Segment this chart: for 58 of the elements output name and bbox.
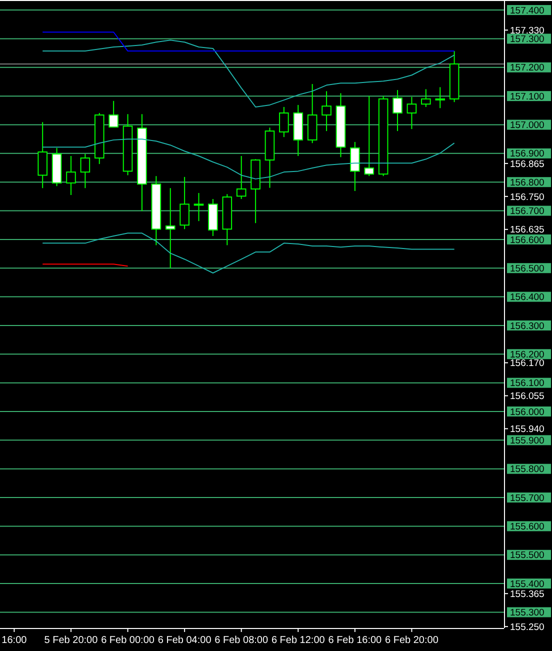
ref-line-label: 156.800 bbox=[510, 177, 544, 188]
ref-line-label: 157.100 bbox=[510, 91, 544, 102]
ref-line-label: 155.600 bbox=[510, 522, 544, 533]
ref-line-label: 155.800 bbox=[510, 464, 544, 476]
candlestick bbox=[66, 155, 76, 196]
line-series bbox=[42, 138, 455, 180]
x-tick-label: 6 Feb 12:00 bbox=[271, 635, 326, 646]
x-tick-label: 6 Feb 20:00 bbox=[385, 635, 439, 646]
x-tick-label: 6 Feb 04:00 bbox=[158, 635, 212, 646]
y-tick-label: 155.940 bbox=[510, 424, 544, 436]
ref-line-label: 157.400 bbox=[510, 5, 544, 16]
candlestick bbox=[194, 192, 204, 222]
candlestick bbox=[435, 86, 446, 109]
y-tick-label: 156.865 bbox=[510, 158, 544, 170]
candlestick bbox=[80, 153, 90, 189]
y-tick-label: 155.365 bbox=[510, 588, 544, 600]
ref-line-label: 156.400 bbox=[510, 292, 544, 304]
x-tick-label: 6 Feb 16:00 bbox=[328, 635, 382, 646]
candlestick bbox=[350, 141, 360, 192]
candlestick bbox=[279, 106, 289, 138]
ref-line-label: 156.900 bbox=[510, 148, 544, 160]
candlestick bbox=[165, 188, 176, 269]
x-tick-label: 6 Feb 00:00 bbox=[101, 635, 155, 646]
x-tick-label: 6 Feb 08:00 bbox=[214, 635, 268, 646]
ref-line-label: 155.500 bbox=[510, 550, 544, 562]
candlestick bbox=[180, 176, 190, 230]
ref-line-label: 155.700 bbox=[510, 492, 544, 504]
y-tick-label: 156.635 bbox=[510, 224, 544, 236]
ref-line-label: 156.500 bbox=[510, 263, 544, 274]
y-tick-label: 156.750 bbox=[510, 192, 544, 203]
candlestick bbox=[364, 96, 374, 177]
ref-line-label: 156.300 bbox=[510, 320, 544, 332]
ref-line-label: 157.200 bbox=[510, 62, 544, 74]
candlestick bbox=[236, 155, 246, 200]
candlestick bbox=[392, 90, 402, 132]
ref-line-label: 155.300 bbox=[510, 608, 544, 619]
ref-line-label: 155.400 bbox=[510, 578, 544, 590]
y-tick-label: 156.170 bbox=[510, 358, 544, 370]
candlestick bbox=[421, 88, 431, 108]
candlestick bbox=[38, 122, 48, 189]
y-tick-label: 156.055 bbox=[510, 391, 544, 402]
ref-line-label: 156.700 bbox=[510, 206, 544, 218]
x-tick-label: 16:00 bbox=[2, 635, 28, 646]
candlestick bbox=[406, 96, 417, 130]
ref-line-label: 155.900 bbox=[510, 436, 544, 446]
x-tick-label: 5 Feb 20:00 bbox=[44, 635, 98, 646]
ref-line-label: 156.200 bbox=[510, 349, 544, 360]
ref-line-label: 156.100 bbox=[510, 378, 544, 390]
ref-line-label: 157.000 bbox=[510, 120, 544, 132]
y-tick-label: 157.330 bbox=[510, 25, 544, 36]
ref-line-label: 156.000 bbox=[510, 406, 544, 418]
candlestick bbox=[108, 100, 118, 128]
y-tick-label: 155.250 bbox=[510, 622, 544, 633]
line-series bbox=[42, 232, 455, 274]
ref-line-label: 157.300 bbox=[510, 34, 544, 46]
ref-line-label: 156.600 bbox=[510, 234, 544, 246]
candlestick bbox=[322, 90, 332, 132]
line-series bbox=[42, 40, 455, 108]
